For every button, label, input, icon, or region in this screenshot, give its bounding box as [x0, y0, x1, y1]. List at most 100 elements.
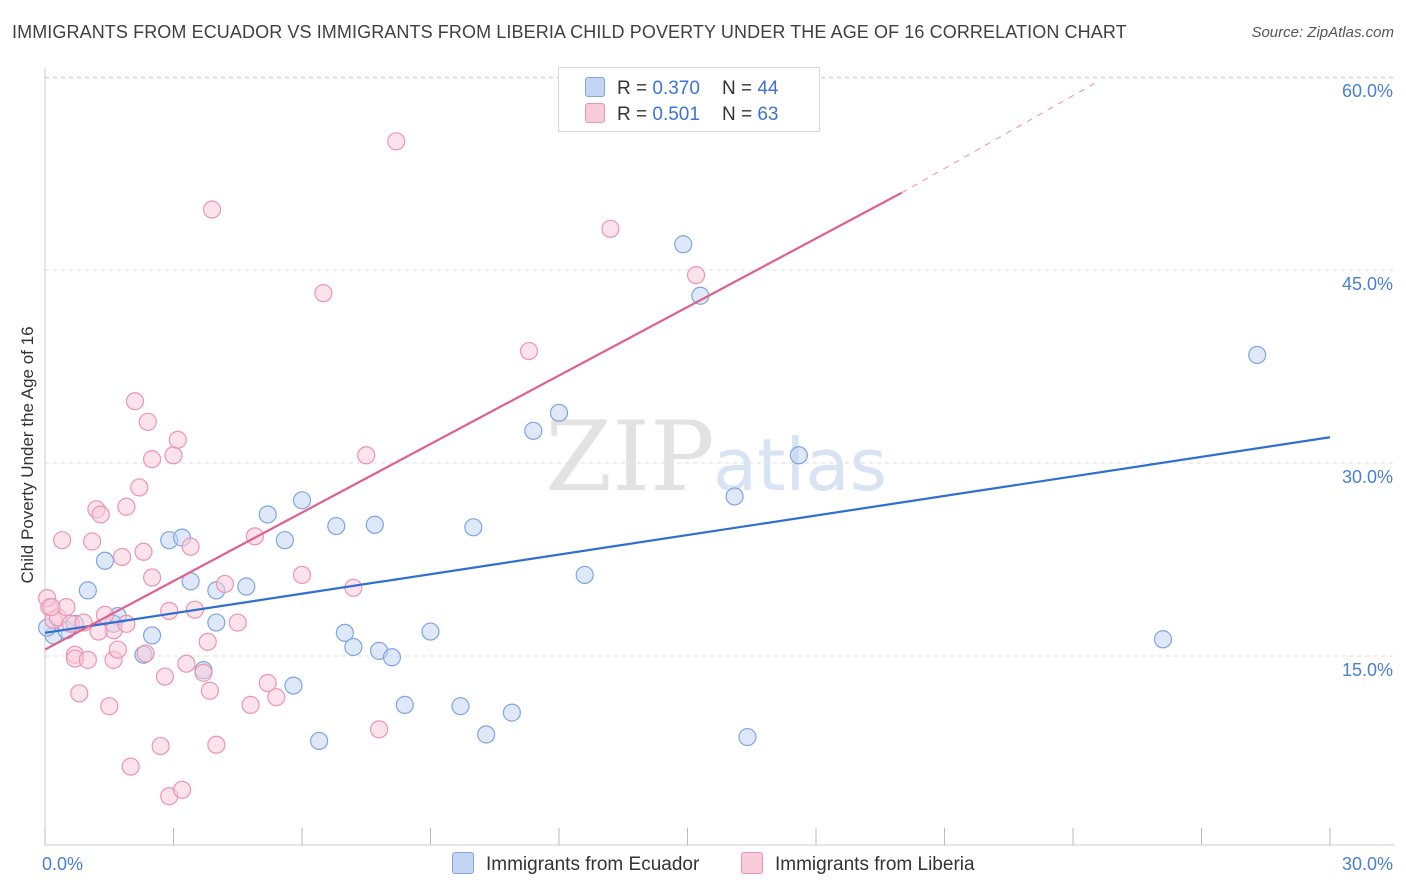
- point-liberia: [215, 574, 234, 594]
- chart-title: IMMIGRANTS FROM ECUADOR VS IMMIGRANTS FR…: [12, 22, 1127, 42]
- point-ecuador: [464, 518, 483, 537]
- x-tick-label-max: 30.0%: [1342, 854, 1393, 874]
- bottom-legend-ecuador: Immigrants from Ecuador: [452, 852, 699, 876]
- point-liberia: [125, 392, 145, 411]
- y-tick-label: 30.0%: [1342, 467, 1393, 487]
- point-ecuador: [237, 577, 256, 596]
- point-liberia: [142, 568, 162, 587]
- trend-line-liberia: [44, 191, 903, 651]
- point-liberia: [314, 284, 333, 303]
- point-ecuador: [142, 626, 162, 645]
- legend-n-value-liberia: 63: [757, 104, 779, 125]
- point-liberia: [83, 532, 102, 551]
- point-liberia: [134, 542, 153, 561]
- bottom-legend-label-ecuador: Immigrants from Ecuador: [486, 854, 700, 875]
- point-liberia: [370, 720, 389, 739]
- point-liberia: [202, 200, 222, 219]
- point-ecuador: [789, 446, 808, 465]
- legend-swatch-ecuador: [585, 77, 605, 97]
- legend-row-ecuador: R = 0.370 N = 44: [585, 77, 778, 101]
- point-ecuador: [207, 613, 226, 632]
- point-liberia: [130, 478, 149, 497]
- y-tick-label: 60.0%: [1342, 81, 1393, 101]
- axes: [44, 68, 1395, 846]
- point-liberia: [181, 537, 200, 556]
- source-credit: Source: ZipAtlas.com: [1251, 24, 1394, 41]
- point-ecuador: [344, 637, 363, 657]
- point-liberia: [108, 640, 127, 659]
- legend-n-label: N =: [721, 78, 753, 99]
- point-ecuador: [421, 622, 440, 641]
- point-liberia: [245, 527, 264, 546]
- point-liberia: [601, 219, 620, 238]
- series-ecuador-points: [38, 235, 1267, 751]
- point-liberia: [194, 663, 213, 682]
- trend-line-liberia-extension: [901, 82, 1095, 194]
- point-ecuador: [477, 725, 496, 744]
- point-liberia: [258, 673, 277, 693]
- x-tick-label-min: 0.0%: [42, 854, 83, 874]
- legend-r-value-ecuador: 0.370: [652, 78, 700, 99]
- point-ecuador: [78, 581, 97, 600]
- point-ecuador: [451, 697, 470, 716]
- y-tick-label: 15.0%: [1342, 660, 1393, 680]
- point-liberia: [89, 622, 108, 641]
- point-ecuador: [549, 403, 569, 422]
- bottom-legend-liberia: Immigrants from Liberia: [741, 852, 975, 876]
- point-liberia: [292, 565, 312, 585]
- point-ecuador: [292, 491, 312, 510]
- trend-lines: [44, 82, 1331, 651]
- point-ecuador: [327, 516, 346, 536]
- legend-row-liberia: R = 0.501 N = 63: [585, 103, 778, 127]
- point-liberia: [117, 614, 136, 633]
- point-ecuador: [725, 487, 744, 506]
- point-liberia: [207, 735, 226, 754]
- legend: R = 0.370 N = 44 R = 0.501 N = 63: [558, 67, 820, 132]
- point-ecuador: [335, 623, 354, 642]
- point-liberia: [53, 531, 72, 550]
- bottom-legend-swatch-liberia: [741, 852, 763, 874]
- point-liberia: [198, 632, 217, 651]
- point-liberia: [91, 505, 110, 524]
- point-liberia: [164, 446, 183, 465]
- point-ecuador: [395, 695, 414, 714]
- legend-r-label: R =: [617, 78, 648, 99]
- point-ecuador: [1153, 630, 1173, 649]
- trend-line-ecuador: [44, 436, 1331, 634]
- point-liberia: [228, 613, 247, 632]
- legend-n-label: N =: [721, 104, 753, 125]
- point-ecuador: [738, 727, 757, 747]
- watermark: ZIP atlas: [545, 401, 887, 513]
- watermark-zip: ZIP: [545, 401, 714, 513]
- point-liberia: [168, 430, 187, 449]
- point-ecuador: [275, 531, 294, 550]
- y-tick-label: 45.0%: [1342, 274, 1393, 294]
- point-liberia: [138, 412, 157, 431]
- point-liberia: [519, 341, 539, 361]
- point-liberia: [387, 132, 406, 151]
- point-liberia: [100, 697, 119, 716]
- series-liberia-points: [38, 132, 706, 806]
- point-liberia: [42, 598, 61, 617]
- point-liberia: [155, 667, 175, 686]
- point-ecuador: [365, 515, 384, 534]
- point-liberia: [357, 446, 376, 465]
- point-liberia: [78, 650, 97, 669]
- point-ecuador: [382, 648, 402, 667]
- legend-n-value-ecuador: 44: [757, 78, 779, 99]
- point-liberia: [160, 601, 179, 621]
- point-liberia: [151, 736, 170, 756]
- point-ecuador: [310, 731, 329, 751]
- point-liberia: [172, 780, 192, 799]
- point-liberia: [112, 547, 132, 567]
- bottom-legend-swatch-ecuador: [452, 852, 474, 874]
- point-liberia: [121, 757, 140, 776]
- point-liberia: [200, 681, 220, 700]
- gridlines: [45, 76, 1395, 657]
- point-liberia: [142, 450, 162, 469]
- point-ecuador: [1248, 345, 1267, 365]
- legend-swatch-liberia: [585, 103, 605, 123]
- point-ecuador: [575, 565, 594, 585]
- point-liberia: [70, 684, 89, 703]
